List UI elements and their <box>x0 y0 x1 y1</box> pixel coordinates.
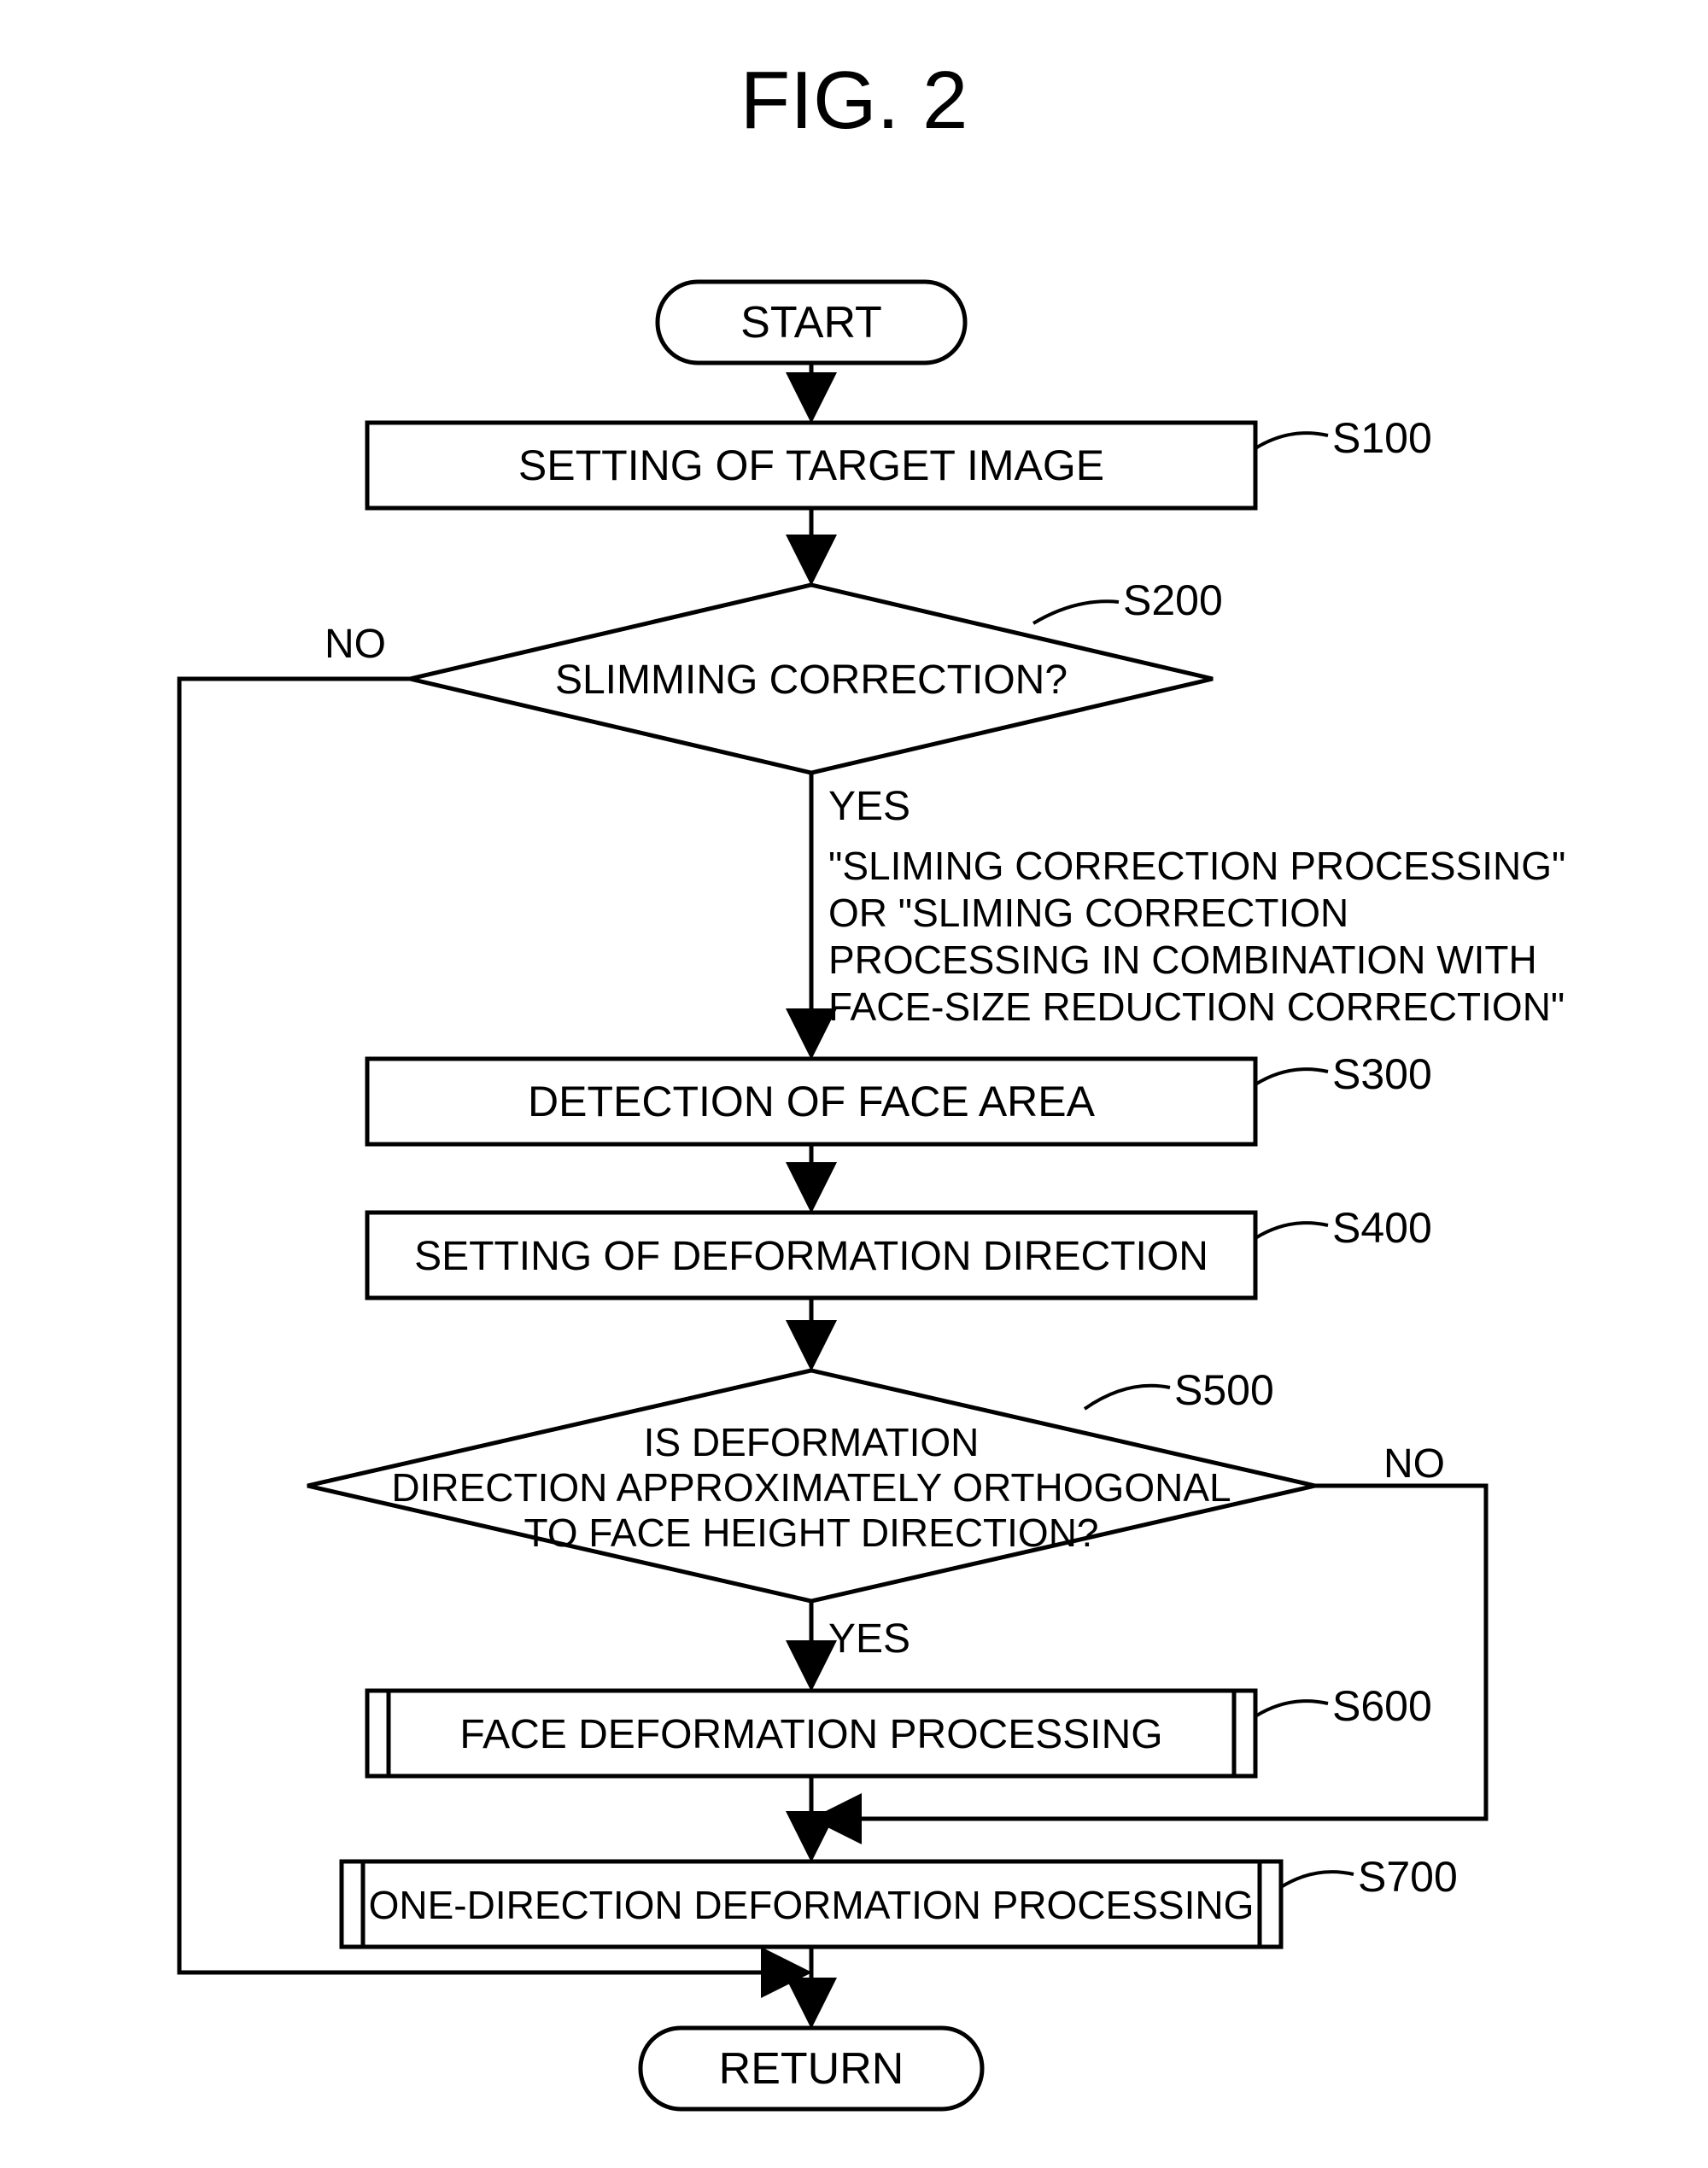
s400-process: SETTING OF DEFORMATION DIRECTION <box>367 1213 1255 1298</box>
s100-process: SETTING OF TARGET IMAGE <box>367 423 1255 508</box>
s600-label: FACE DEFORMATION PROCESSING <box>459 1712 1162 1757</box>
s200-note-l2: OR "SLIMING CORRECTION <box>828 891 1348 935</box>
s100-leader <box>1255 433 1328 448</box>
return-label: RETURN <box>719 2044 904 2094</box>
s200-no-label: NO <box>325 622 386 667</box>
s400-id: S400 <box>1332 1204 1432 1252</box>
s100-id: S100 <box>1332 414 1432 462</box>
s500-leader <box>1085 1386 1170 1409</box>
s500-no-label: NO <box>1383 1441 1445 1487</box>
s700-leader <box>1281 1872 1354 1887</box>
s300-id: S300 <box>1332 1050 1432 1098</box>
s400-label: SETTING OF DEFORMATION DIRECTION <box>414 1234 1208 1279</box>
s200-note-l3: PROCESSING IN COMBINATION WITH <box>828 938 1537 982</box>
figure-title: FIG. 2 <box>740 55 968 146</box>
s200-leader <box>1033 601 1119 623</box>
s600-subroutine: FACE DEFORMATION PROCESSING <box>367 1691 1255 1776</box>
s700-subroutine: ONE-DIRECTION DEFORMATION PROCESSING <box>342 1861 1281 1947</box>
start-terminal: START <box>658 282 965 363</box>
return-terminal: RETURN <box>640 2028 982 2109</box>
s500-label-l2: DIRECTION APPROXIMATELY ORTHOGONAL <box>391 1465 1231 1510</box>
s500-label-l3: TO FACE HEIGHT DIRECTION? <box>524 1511 1098 1555</box>
s500-label-l1: IS DEFORMATION <box>644 1420 980 1464</box>
s400-leader <box>1255 1223 1328 1238</box>
s300-leader <box>1255 1069 1328 1084</box>
s200-decision: SLIMMING CORRECTION? <box>410 585 1213 773</box>
s600-id: S600 <box>1332 1682 1432 1730</box>
s100-label: SETTING OF TARGET IMAGE <box>518 441 1104 489</box>
s700-id: S700 <box>1358 1853 1458 1901</box>
s200-note: "SLIMING CORRECTION PROCESSING" OR "SLIM… <box>828 844 1565 1029</box>
flowchart: FIG. 2 START SETTING OF TARGET IMAGE S10… <box>0 0 1708 2168</box>
s200-note-l1: "SLIMING CORRECTION PROCESSING" <box>828 844 1565 888</box>
s200-id: S200 <box>1123 576 1223 624</box>
edge-s200-no <box>179 679 807 1972</box>
start-label: START <box>740 298 882 348</box>
s200-yes-label: YES <box>828 784 910 829</box>
s500-id: S500 <box>1174 1366 1274 1414</box>
s300-label: DETECTION OF FACE AREA <box>528 1078 1096 1125</box>
s500-yes-label: YES <box>828 1616 910 1662</box>
s300-process: DETECTION OF FACE AREA <box>367 1059 1255 1144</box>
s200-label: SLIMMING CORRECTION? <box>555 657 1068 703</box>
s200-note-l4: FACE-SIZE REDUCTION CORRECTION" <box>828 985 1565 1029</box>
s700-label: ONE-DIRECTION DEFORMATION PROCESSING <box>369 1883 1255 1927</box>
s600-leader <box>1255 1701 1328 1716</box>
s500-decision: IS DEFORMATION DIRECTION APPROXIMATELY O… <box>307 1370 1315 1601</box>
